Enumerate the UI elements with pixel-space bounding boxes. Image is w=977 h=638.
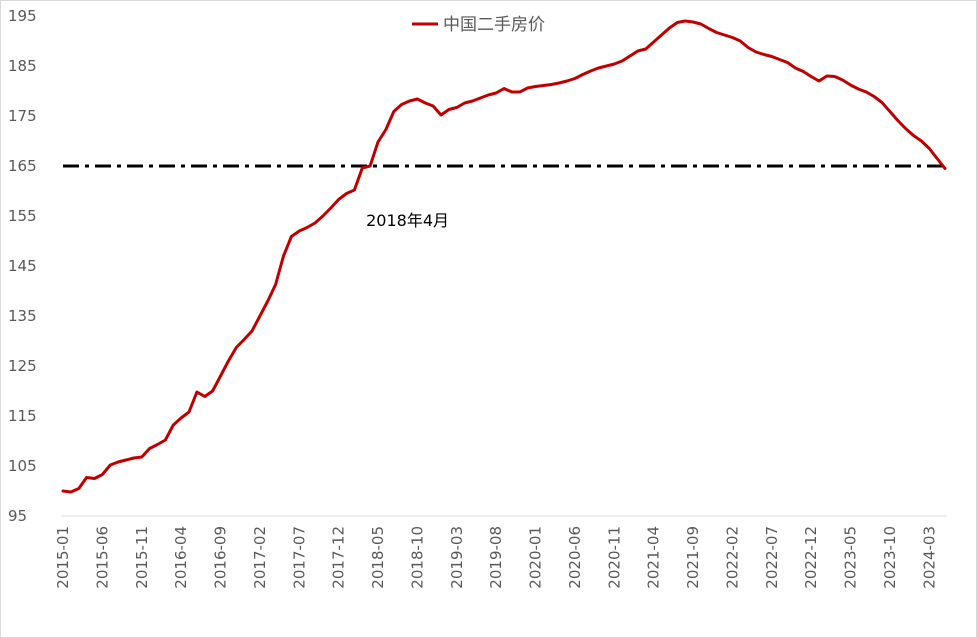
x-tick-label: 2017-07 [290, 526, 308, 589]
x-tick-label: 2017-12 [330, 526, 348, 589]
x-axis-tick-labels: 2015-01 2015-06 2015-11 2016-04 2016-09 2017-… [54, 526, 938, 589]
x-tick-label: 2017-02 [251, 526, 269, 589]
x-tick-label: 2019-03 [448, 526, 466, 589]
x-tick-label: 2022-12 [802, 526, 820, 589]
x-tick-label: 2015-01 [54, 526, 72, 589]
series-line-used-house-price [61, 19, 947, 494]
x-tick-label: 2015-11 [133, 526, 151, 589]
x-tick-label: 2020-11 [605, 526, 623, 589]
x-tick-label: 2018-05 [369, 526, 387, 589]
x-tick-label: 2022-07 [763, 526, 781, 589]
x-tick-label: 2023-10 [881, 526, 899, 589]
y-tick-label: 165 [8, 157, 37, 175]
x-tick-label: 2020-06 [566, 526, 584, 589]
legend: 中国二手房价 [412, 15, 545, 35]
x-tick-label: 2021-04 [645, 526, 663, 589]
y-tick-label: 125 [8, 357, 37, 375]
y-tick-label: 155 [8, 207, 37, 225]
y-tick-label: 145 [8, 257, 37, 275]
y-tick-label: 95 [8, 507, 27, 525]
y-tick-label: 175 [8, 107, 37, 125]
y-axis-tick-labels: 95 105 115 125 135 145 155 165 175 185 195 [8, 7, 37, 525]
annotation-2018-apr: 2018年4月 [366, 211, 449, 230]
x-tick-label: 2019-08 [487, 526, 505, 589]
x-tick-label: 2020-01 [527, 526, 545, 589]
x-tick-label: 2015-06 [93, 526, 111, 589]
y-tick-label: 115 [8, 407, 37, 425]
legend-label: 中国二手房价 [443, 15, 545, 35]
y-tick-label: 185 [8, 57, 37, 75]
x-tick-label: 2016-09 [212, 526, 230, 589]
x-tick-label: 2022-02 [723, 526, 741, 589]
y-tick-label: 195 [8, 7, 37, 25]
x-tick-label: 2021-09 [684, 526, 702, 589]
y-tick-label: 135 [8, 307, 37, 325]
x-tick-label: 2016-04 [172, 526, 190, 589]
y-tick-label: 105 [8, 457, 37, 475]
x-tick-label: 2023-05 [842, 526, 860, 589]
x-tick-label: 2024-03 [920, 526, 938, 589]
x-tick-label: 2018-10 [408, 526, 426, 589]
